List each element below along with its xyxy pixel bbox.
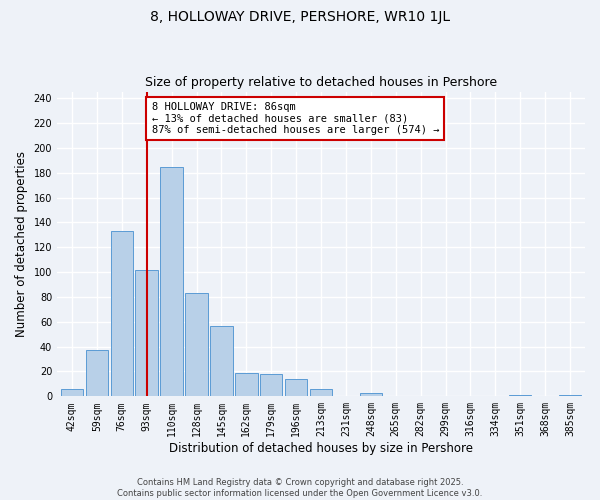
Text: 8 HOLLOWAY DRIVE: 86sqm
← 13% of detached houses are smaller (83)
87% of semi-de: 8 HOLLOWAY DRIVE: 86sqm ← 13% of detache…: [152, 102, 439, 135]
Text: 8, HOLLOWAY DRIVE, PERSHORE, WR10 1JL: 8, HOLLOWAY DRIVE, PERSHORE, WR10 1JL: [150, 10, 450, 24]
Bar: [110, 231, 133, 396]
Bar: [160, 166, 183, 396]
Bar: [210, 326, 233, 396]
Title: Size of property relative to detached houses in Pershore: Size of property relative to detached ho…: [145, 76, 497, 90]
Y-axis label: Number of detached properties: Number of detached properties: [15, 151, 28, 337]
Bar: [359, 392, 382, 396]
Bar: [136, 270, 158, 396]
Bar: [310, 389, 332, 396]
Bar: [86, 350, 108, 397]
Bar: [61, 389, 83, 396]
Bar: [260, 374, 283, 396]
Text: Contains HM Land Registry data © Crown copyright and database right 2025.
Contai: Contains HM Land Registry data © Crown c…: [118, 478, 482, 498]
Bar: [509, 395, 532, 396]
Bar: [285, 379, 307, 396]
Bar: [559, 395, 581, 396]
Bar: [235, 372, 257, 396]
Bar: [185, 294, 208, 397]
X-axis label: Distribution of detached houses by size in Pershore: Distribution of detached houses by size …: [169, 442, 473, 455]
